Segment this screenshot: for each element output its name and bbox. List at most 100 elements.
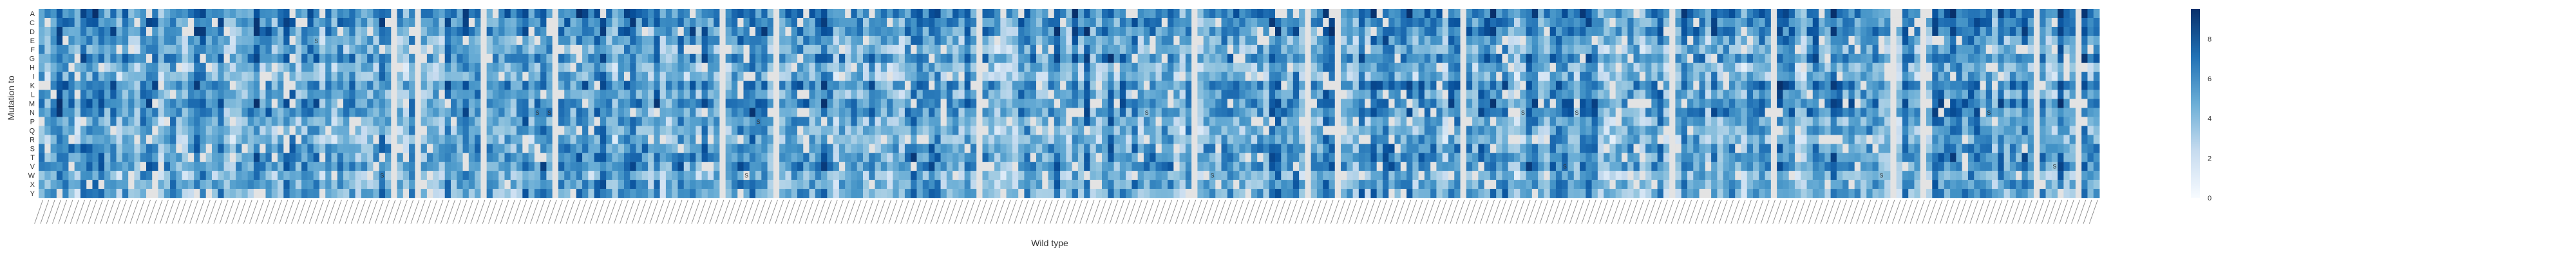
heatmap-cell <box>1000 189 1007 198</box>
heatmap-cell <box>1155 90 1162 99</box>
heatmap-cell <box>821 126 828 135</box>
heatmap-cell <box>391 171 397 180</box>
heatmap-cell <box>552 72 559 81</box>
heatmap-cell <box>1018 81 1025 90</box>
heatmap-cell <box>223 162 231 171</box>
heatmap-cell <box>606 144 612 153</box>
heatmap-cell <box>146 53 153 63</box>
heatmap-cell <box>1185 126 1192 135</box>
heatmap-cell <box>898 72 905 81</box>
heatmap-cell <box>612 90 619 99</box>
heatmap-cell <box>821 17 828 28</box>
heatmap-cell <box>1209 72 1216 81</box>
heatmap-cell <box>1072 135 1079 144</box>
heatmap-cell <box>1119 153 1126 162</box>
heatmap-cell <box>1132 53 1139 63</box>
heatmap-cell <box>1102 99 1108 108</box>
heatmap-cell <box>755 108 762 117</box>
heatmap-cell <box>1000 44 1007 54</box>
heatmap-cell <box>271 126 278 135</box>
heatmap-cell <box>187 180 194 189</box>
heatmap-cell <box>1173 99 1180 108</box>
heatmap-cell <box>110 44 117 54</box>
heatmap-cell <box>982 72 989 81</box>
heatmap-cell <box>1293 171 1300 180</box>
heatmap-cell <box>1281 180 1287 189</box>
heatmap-cell <box>1305 9 1312 19</box>
heatmap-cell <box>946 53 953 63</box>
heatmap-cell <box>409 17 415 28</box>
heatmap-cell <box>486 153 493 162</box>
heatmap-cell <box>247 108 254 117</box>
heatmap-cell <box>869 90 875 99</box>
heatmap-cell <box>606 17 612 28</box>
heatmap-cell <box>289 81 296 90</box>
heatmap-cell <box>594 117 601 126</box>
heatmap-cell <box>1251 108 1258 117</box>
heatmap-cell <box>164 17 171 28</box>
heatmap-cell <box>510 63 517 72</box>
heatmap-cell <box>659 162 667 171</box>
heatmap-cell <box>1090 35 1097 46</box>
heatmap-cell <box>68 180 75 189</box>
heatmap-cell <box>110 180 117 189</box>
heatmap-cell <box>940 35 947 46</box>
heatmap-cell <box>875 44 882 54</box>
heatmap-cell <box>1113 171 1121 180</box>
heatmap-cell <box>1000 153 1007 162</box>
heatmap-cell <box>1084 108 1090 117</box>
heatmap-cell <box>1358 162 1365 171</box>
heatmap-cell <box>1418 72 1425 81</box>
heatmap-cell <box>1442 81 1449 90</box>
heatmap-cell <box>534 53 541 63</box>
heatmap-cell <box>522 90 529 99</box>
heatmap-cell <box>1370 81 1378 90</box>
heatmap-cell <box>355 63 362 72</box>
heatmap-cell <box>516 153 523 162</box>
heatmap-cell <box>946 9 953 19</box>
heatmap-cell <box>122 99 129 108</box>
heatmap-cell <box>1072 108 1079 117</box>
heatmap-cell <box>128 81 135 90</box>
heatmap-cell <box>74 53 81 63</box>
heatmap-cell <box>1316 81 1323 90</box>
heatmap-cell <box>851 171 858 180</box>
heatmap-cell <box>283 189 290 198</box>
heatmap-cell <box>223 9 231 19</box>
heatmap-cell <box>690 44 696 54</box>
heatmap-cell <box>1161 144 1168 153</box>
heatmap-cell <box>451 153 457 162</box>
heatmap-cell <box>958 99 965 108</box>
heatmap-cell <box>1102 144 1108 153</box>
heatmap-cell <box>457 35 463 46</box>
heatmap-cell <box>218 189 224 198</box>
heatmap-cell <box>1024 17 1031 28</box>
heatmap-cell <box>253 189 260 198</box>
heatmap-cell <box>504 144 511 153</box>
heatmap-cell <box>588 135 595 144</box>
heatmap-cell <box>618 17 625 28</box>
heatmap-cell <box>1054 99 1061 108</box>
heatmap-cell <box>451 17 457 28</box>
heatmap-cell <box>331 53 338 63</box>
heatmap-cell <box>1155 44 1162 54</box>
heatmap-cell <box>534 26 541 37</box>
heatmap-cell <box>648 26 654 37</box>
heatmap-cell <box>719 189 726 198</box>
heatmap-cell <box>1281 26 1287 37</box>
heatmap-cell <box>1329 189 1336 198</box>
heatmap-cell <box>911 135 917 144</box>
heatmap-cell <box>1311 171 1318 180</box>
heatmap-cell <box>1376 171 1383 180</box>
heatmap-cell <box>1209 90 1216 99</box>
heatmap-cell <box>451 189 457 198</box>
heatmap-cell <box>391 90 397 99</box>
heatmap-cell <box>1143 81 1150 90</box>
heatmap-cell <box>1454 162 1461 171</box>
heatmap-cell <box>1358 180 1365 189</box>
heatmap-cell <box>672 180 678 189</box>
heatmap-cell <box>1168 63 1174 72</box>
heatmap-cell <box>205 53 213 63</box>
heatmap-cell <box>1316 117 1323 126</box>
heatmap-cell <box>911 9 917 19</box>
